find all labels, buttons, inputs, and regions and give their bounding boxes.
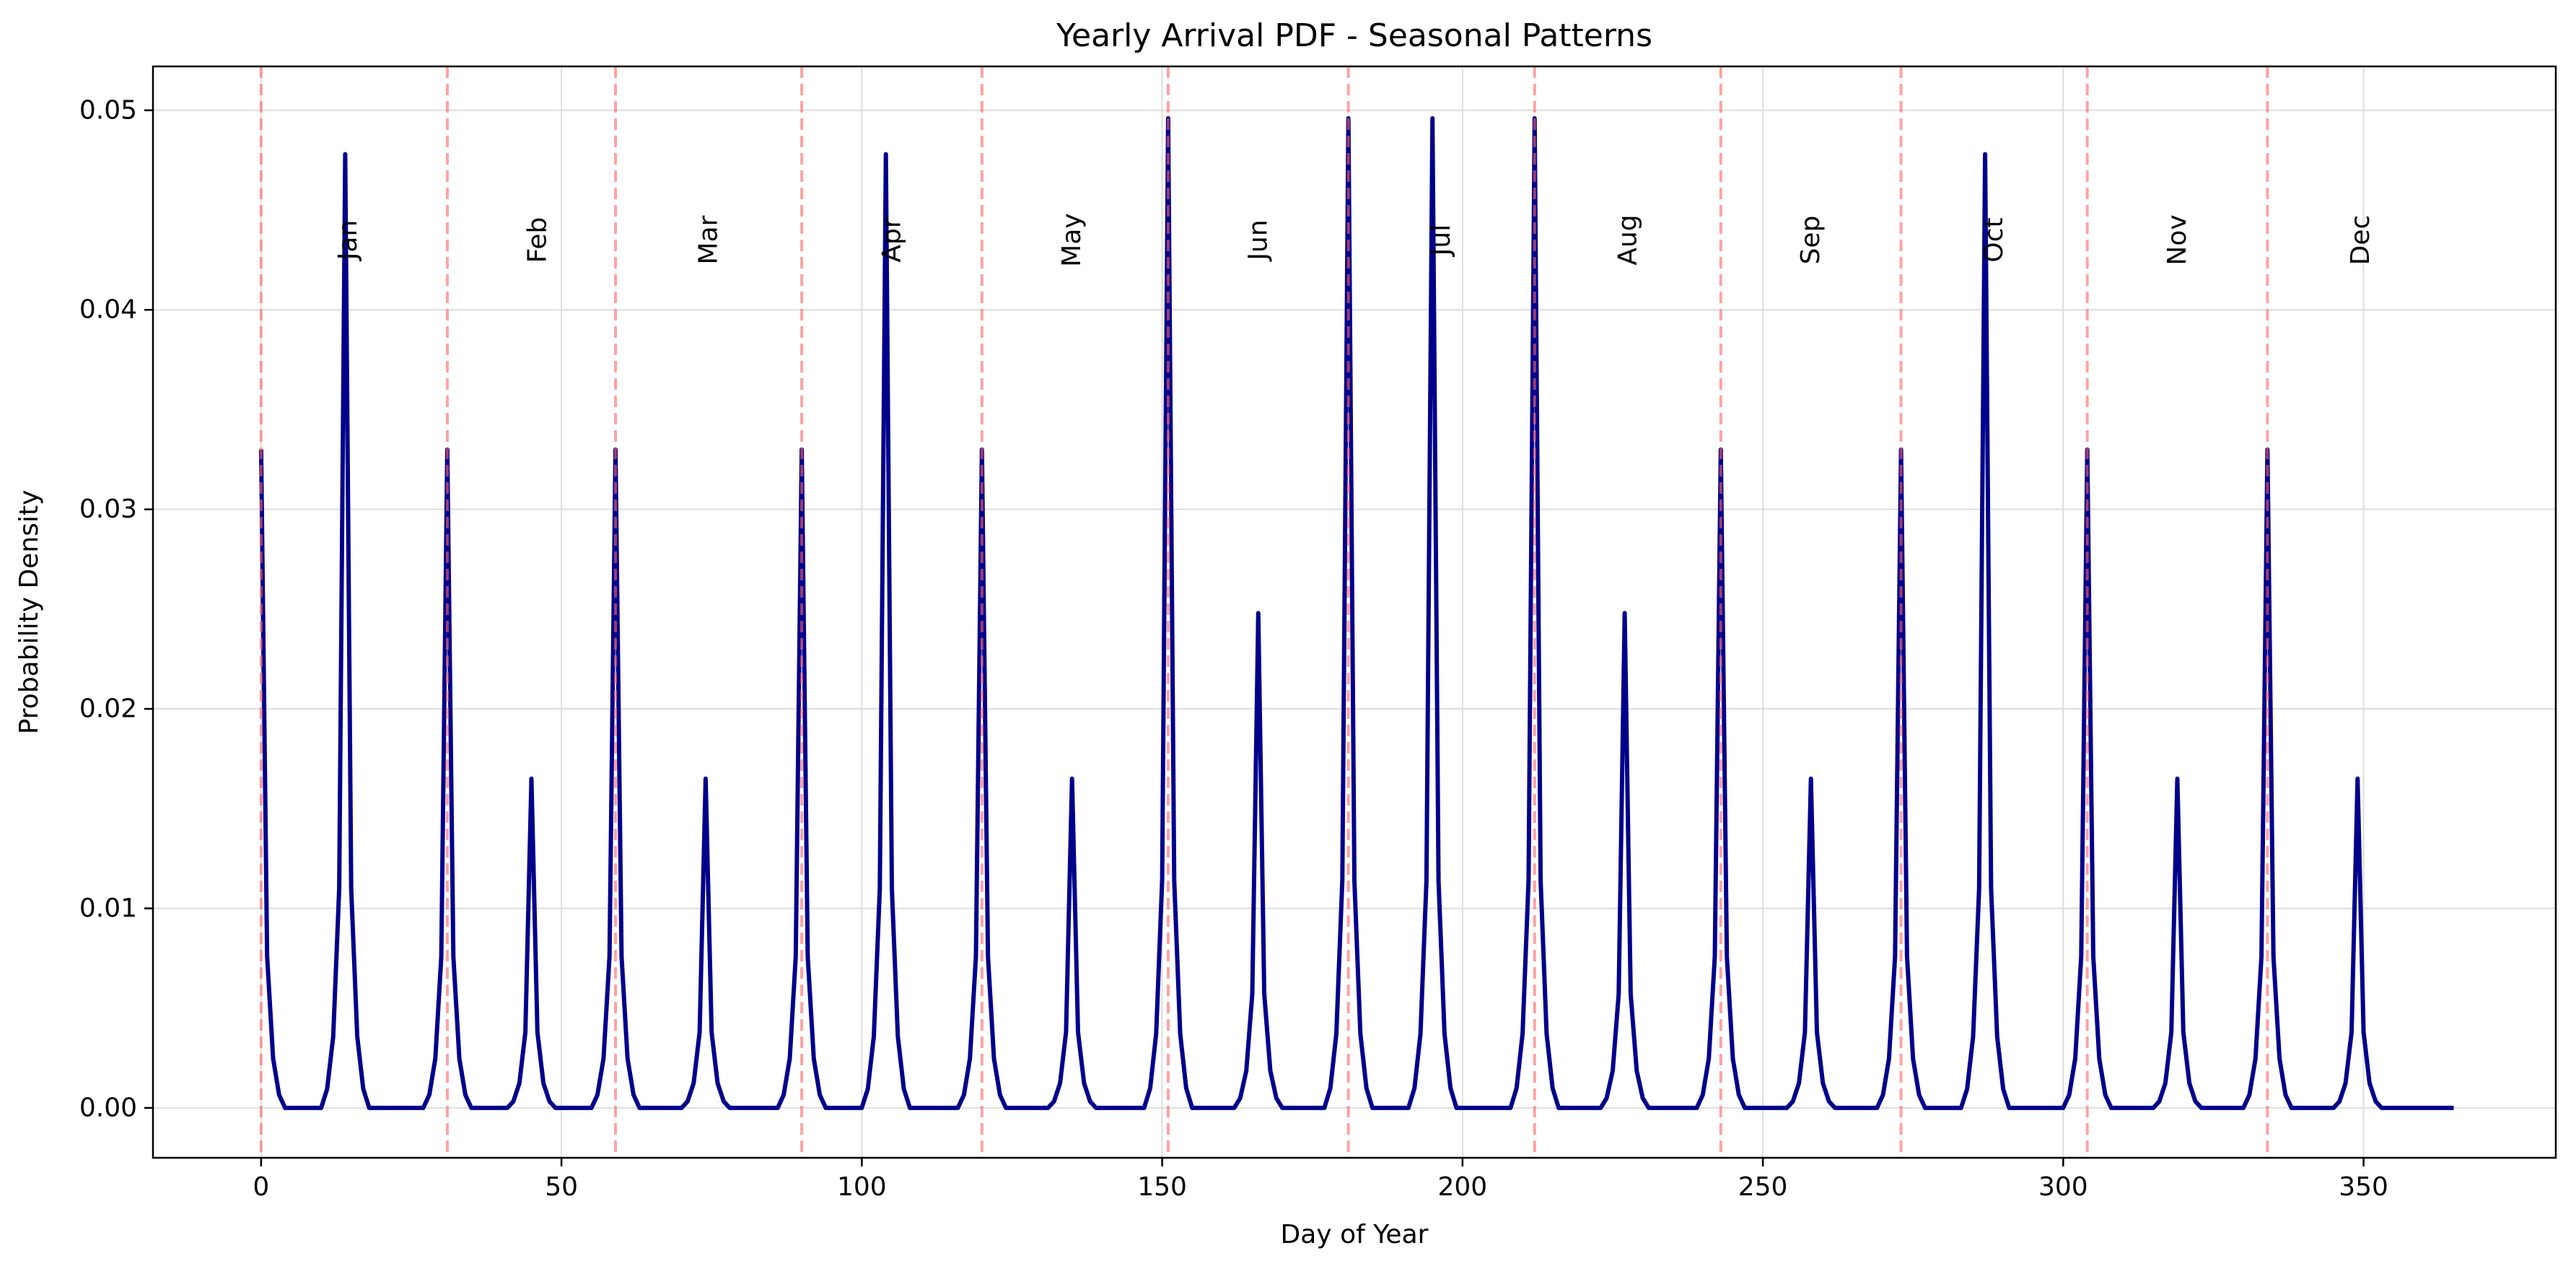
plot-frame <box>152 65 2557 1159</box>
x-tick-label: 250 <box>1738 1172 1788 1202</box>
chart-title: Yearly Arrival PDF - Seasonal Patterns <box>1056 17 1652 54</box>
y-tick-label: 0.04 <box>79 295 137 325</box>
x-tick-label: 100 <box>837 1172 887 1202</box>
month-label-dec: Dec <box>2346 215 2375 266</box>
month-label-aug: Aug <box>1613 214 1642 265</box>
x-tick-label: 350 <box>2339 1172 2388 1202</box>
month-label-layer: Jan Feb Mar Apr May Jun Jul Aug Sep Oct Nov Dec <box>333 213 2375 266</box>
y-tick-label: 0.01 <box>79 894 137 923</box>
y-axis-label: Probability Density <box>14 490 44 735</box>
month-label-may: May <box>1057 213 1087 266</box>
series-layer <box>258 115 2454 1110</box>
month-label-mar: Mar <box>694 215 724 264</box>
y-tick-label: 0.05 <box>79 95 137 125</box>
series-line <box>258 115 2454 1110</box>
x-axis-label: Day of Year <box>1281 1220 1429 1249</box>
month-label-jul: Jul <box>1427 224 1456 257</box>
x-tick-label: 0 <box>253 1172 269 1202</box>
month-boundary-layer <box>259 66 2269 1158</box>
y-tick-layer: 0.00 0.01 0.02 0.03 0.04 0.05 <box>79 95 153 1122</box>
x-tick-label: 200 <box>1437 1172 1487 1202</box>
month-label-nov: Nov <box>2163 214 2192 265</box>
x-tick-label: 50 <box>545 1172 578 1202</box>
month-label-feb: Feb <box>522 217 552 263</box>
x-tick-layer: 0 50 100 150 200 250 300 350 <box>253 1158 2388 1202</box>
y-tick-label: 0.03 <box>79 494 137 524</box>
y-tick-label: 0.00 <box>79 1093 137 1122</box>
month-label-apr: Apr <box>877 217 906 262</box>
x-tick-label: 300 <box>2038 1172 2088 1202</box>
y-tick-label: 0.02 <box>79 694 137 724</box>
month-label-oct: Oct <box>1979 217 2009 262</box>
month-label-sep: Sep <box>1796 216 1826 265</box>
x-tick-label: 150 <box>1137 1172 1187 1202</box>
month-label-jan: Jan <box>333 220 363 262</box>
month-label-jun: Jun <box>1243 219 1273 261</box>
